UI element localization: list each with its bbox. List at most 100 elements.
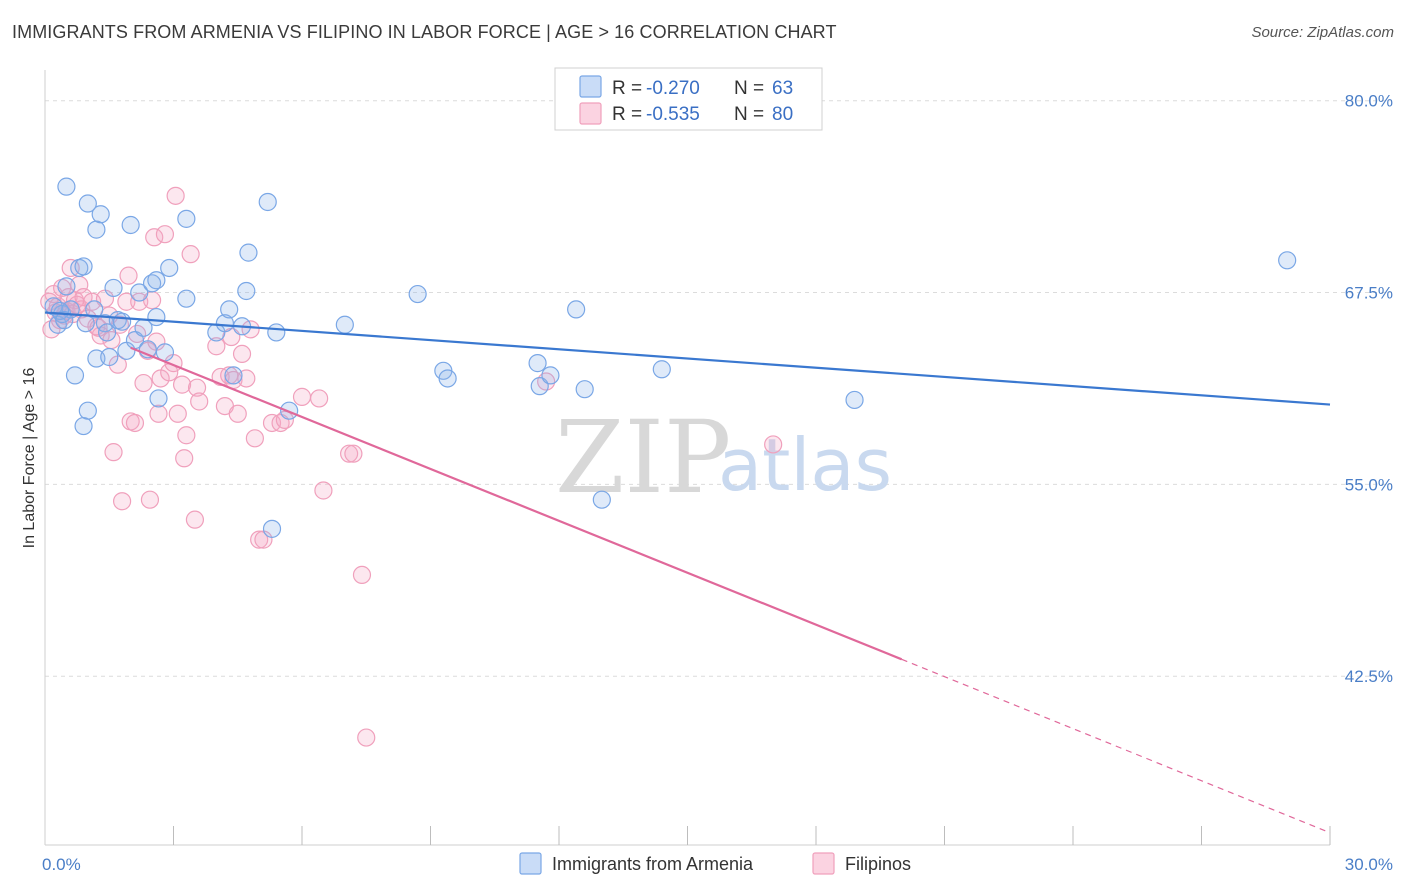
filipinos-point-46	[172, 375, 192, 394]
legend-r-label-1: R =	[612, 78, 642, 99]
armenia-point-13	[85, 300, 104, 319]
y-tick-labels: 80.0% 67.5% 55.0% 42.5%	[1345, 92, 1393, 686]
y-tick-label-1: 67.5%	[1345, 284, 1393, 303]
filipinos-point-44	[166, 186, 185, 205]
bottom-legend-filipinos: Filipinos	[845, 854, 911, 874]
filipinos-trend-line	[130, 346, 903, 661]
filipinos-point-72	[344, 444, 363, 463]
armenia-point-24	[121, 215, 140, 235]
filipinos-point-76	[764, 435, 783, 454]
armenia-point-43	[239, 243, 258, 262]
filipinos-point-45	[168, 404, 187, 423]
armenia-point-57	[592, 490, 611, 509]
x-tick-labels: 0.0% 30.0%	[42, 855, 1393, 874]
filipinos-point-70	[314, 481, 333, 500]
armenia-point-55	[567, 300, 586, 319]
armenia-point-48	[335, 315, 354, 334]
bottom-legend-swatch-armenia	[519, 852, 542, 875]
armenia-point-7	[74, 416, 93, 436]
watermark-zip: ZIP	[555, 399, 731, 516]
filipinos-point-33	[134, 373, 153, 393]
armenia-point-3	[57, 277, 76, 296]
chart-title: IMMIGRANTS FROM ARMENIA VS FILIPINO IN L…	[12, 22, 837, 42]
armenia-point-53	[530, 377, 549, 396]
legend-n-label-1: N =	[734, 78, 764, 99]
filipinos-point-31	[125, 413, 145, 433]
legend-swatch-pink	[579, 102, 602, 125]
filipinos-point-49	[181, 245, 200, 264]
armenia-point-56	[575, 380, 594, 399]
armenia-point-54	[541, 366, 560, 385]
filipinos-point-63	[250, 530, 269, 549]
armenia-point-52	[528, 354, 547, 373]
armenia-point-9	[74, 257, 93, 276]
armenia-point-11	[78, 401, 97, 420]
armenia-point-60	[1278, 251, 1297, 270]
filipinos-point-16	[74, 288, 93, 307]
armenia-point-44	[258, 192, 277, 212]
armenia-point-46	[267, 323, 286, 342]
armenia-point-22	[112, 312, 132, 331]
armenia-trend-line	[44, 311, 1331, 406]
filipinos-point-74	[357, 728, 376, 747]
source-label: Source: ZipAtlas.com	[1251, 24, 1394, 41]
y-axis-label: In Labor Force | Age > 16	[21, 368, 38, 549]
y-tick-label-2: 55.0%	[1345, 475, 1393, 494]
axes	[44, 70, 1331, 846]
filipinos-point-41	[155, 225, 175, 244]
filipinos-trend-line-extension	[901, 658, 1331, 834]
filipinos-point-59	[232, 344, 252, 364]
x-tick-label-1: 30.0%	[1345, 855, 1393, 874]
legend-swatch-blue	[579, 75, 602, 98]
filipinos-point-27	[112, 492, 132, 511]
armenia-point-32	[147, 271, 166, 290]
legend-r-value-2: -0.535	[646, 104, 700, 125]
watermark: ZIP atlas	[555, 399, 892, 516]
armenia-point-8	[57, 177, 76, 196]
armenia-point-18	[98, 323, 117, 342]
armenia-point-31	[149, 389, 168, 408]
armenia-point-34	[160, 258, 179, 278]
legend: R = -0.270 N = 63 R = -0.535 N = 80	[554, 67, 823, 131]
filipinos-point-28	[117, 292, 136, 311]
armenia-point-45	[262, 519, 282, 538]
legend-n-value-2: 80	[772, 104, 793, 125]
legend-n-label-2: N =	[734, 104, 764, 125]
filipinos-points	[40, 186, 783, 747]
legend-r-label-2: R =	[612, 104, 642, 125]
filipinos-point-73	[352, 565, 372, 585]
filipinos-point-68	[292, 387, 312, 406]
filipinos-point-50	[185, 510, 205, 529]
armenia-point-38	[215, 314, 234, 333]
bottom-legend-swatch-filipinos	[812, 852, 835, 875]
filipinos-point-71	[340, 444, 359, 463]
x-tick-label-0: 0.0%	[42, 855, 81, 874]
armenia-point-51	[438, 369, 457, 388]
armenia-point-35	[177, 209, 196, 228]
filipinos-point-39	[149, 404, 168, 423]
armenia-point-20	[104, 278, 123, 298]
legend-r-value-1: -0.270	[646, 78, 700, 99]
armenia-point-1	[48, 315, 67, 334]
filipinos-point-67	[275, 410, 294, 430]
filipinos-point-62	[245, 429, 264, 448]
filipinos-point-37	[145, 228, 164, 247]
filipinos-point-24	[104, 443, 123, 462]
filipinos-point-53	[207, 337, 226, 356]
armenia-point-58	[652, 360, 671, 379]
filipinos-point-52	[190, 392, 209, 411]
watermark-atlas: atlas	[718, 423, 892, 507]
armenia-point-62	[55, 311, 74, 330]
filipinos-point-51	[187, 378, 207, 397]
armenia-points	[44, 177, 1297, 538]
filipinos-point-35	[140, 490, 160, 509]
armenia-point-61	[50, 301, 70, 321]
y-tick-label-3: 42.5%	[1345, 667, 1393, 686]
armenia-point-5	[65, 366, 85, 385]
y-tick-label-0: 80.0%	[1345, 92, 1393, 111]
armenia-point-40	[224, 366, 243, 385]
armenia-point-19	[100, 347, 119, 367]
bottom-legend: Immigrants from Armenia Filipinos	[519, 852, 911, 875]
armenia-point-59	[845, 390, 864, 410]
